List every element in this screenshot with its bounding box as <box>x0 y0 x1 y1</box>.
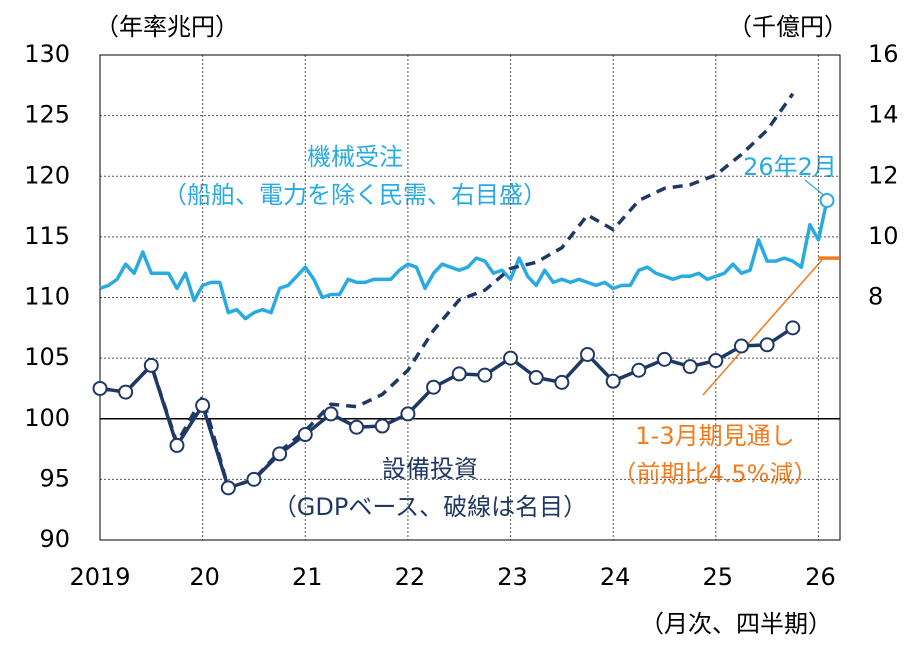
y-tick-label: 110 <box>24 283 70 311</box>
marker <box>143 357 159 373</box>
y-tick-label: 100 <box>24 404 70 432</box>
marker <box>118 384 134 400</box>
marker <box>92 380 108 396</box>
marker <box>708 353 724 369</box>
annotation: 機械受注 <box>307 143 403 171</box>
marker <box>733 338 749 354</box>
y2-tick-label: 14 <box>868 101 899 129</box>
plot-border <box>99 54 841 541</box>
y2-tick-label: 10 <box>868 222 899 250</box>
x-tick-label: 23 <box>497 563 528 591</box>
y2-tick-label: 16 <box>868 40 899 68</box>
marker <box>349 419 365 435</box>
x-tick-label: 20 <box>189 563 220 591</box>
y-tick-label: 130 <box>24 40 70 68</box>
x-tick-label: 26 <box>805 563 836 591</box>
marker <box>682 359 698 375</box>
y-tick-label: 115 <box>24 222 70 250</box>
series-line <box>99 200 829 321</box>
marker <box>426 379 442 395</box>
x-tick-label: 2019 <box>69 563 130 591</box>
marker <box>631 362 647 378</box>
marker <box>554 374 570 390</box>
marker <box>195 397 211 413</box>
marker <box>759 337 775 353</box>
y2-tick-label: 8 <box>868 283 883 311</box>
marker <box>528 370 544 386</box>
annotation: 26年2月 <box>743 153 837 181</box>
marker <box>400 406 416 422</box>
y-tick-label: 120 <box>24 161 70 189</box>
annotation: （船舶、電力を除く民需、右目盛） <box>163 181 547 209</box>
series-line <box>99 326 794 490</box>
y-tick-label: 90 <box>39 525 70 553</box>
marker <box>169 437 185 453</box>
marker <box>477 367 493 383</box>
x-tick-label: 21 <box>292 563 323 591</box>
marker <box>220 480 236 496</box>
marker <box>503 350 519 366</box>
marker <box>785 320 801 336</box>
marker <box>297 427 313 443</box>
annotation: 1-3月期見通し <box>635 422 794 450</box>
marker <box>246 471 262 487</box>
x-tick-label: 22 <box>395 563 426 591</box>
marker <box>323 406 339 422</box>
marker <box>272 446 288 462</box>
marker <box>656 351 672 367</box>
marker <box>374 418 390 434</box>
leader-line <box>804 179 827 198</box>
y2-tick-label: 12 <box>868 161 899 189</box>
x-tick-label: 25 <box>703 563 734 591</box>
annotation: （GDPベース、破線は名目） <box>273 493 587 521</box>
marker <box>580 346 596 362</box>
leader-line <box>702 259 823 396</box>
y-tick-label: 105 <box>24 343 70 371</box>
marker <box>819 193 835 208</box>
y-unit: （年率兆円） <box>95 13 239 41</box>
x-tick-label: 24 <box>600 563 631 591</box>
x-unit: （月次、四半期） <box>640 610 832 638</box>
annotation: （前期比4.5%減） <box>613 460 818 488</box>
y-tick-label: 95 <box>39 464 70 492</box>
y-tick-label: 125 <box>24 101 70 129</box>
marker <box>451 366 467 382</box>
y2-unit: （千億円） <box>728 13 848 41</box>
annotation: 設備投資 <box>382 455 478 483</box>
marker <box>605 373 621 389</box>
